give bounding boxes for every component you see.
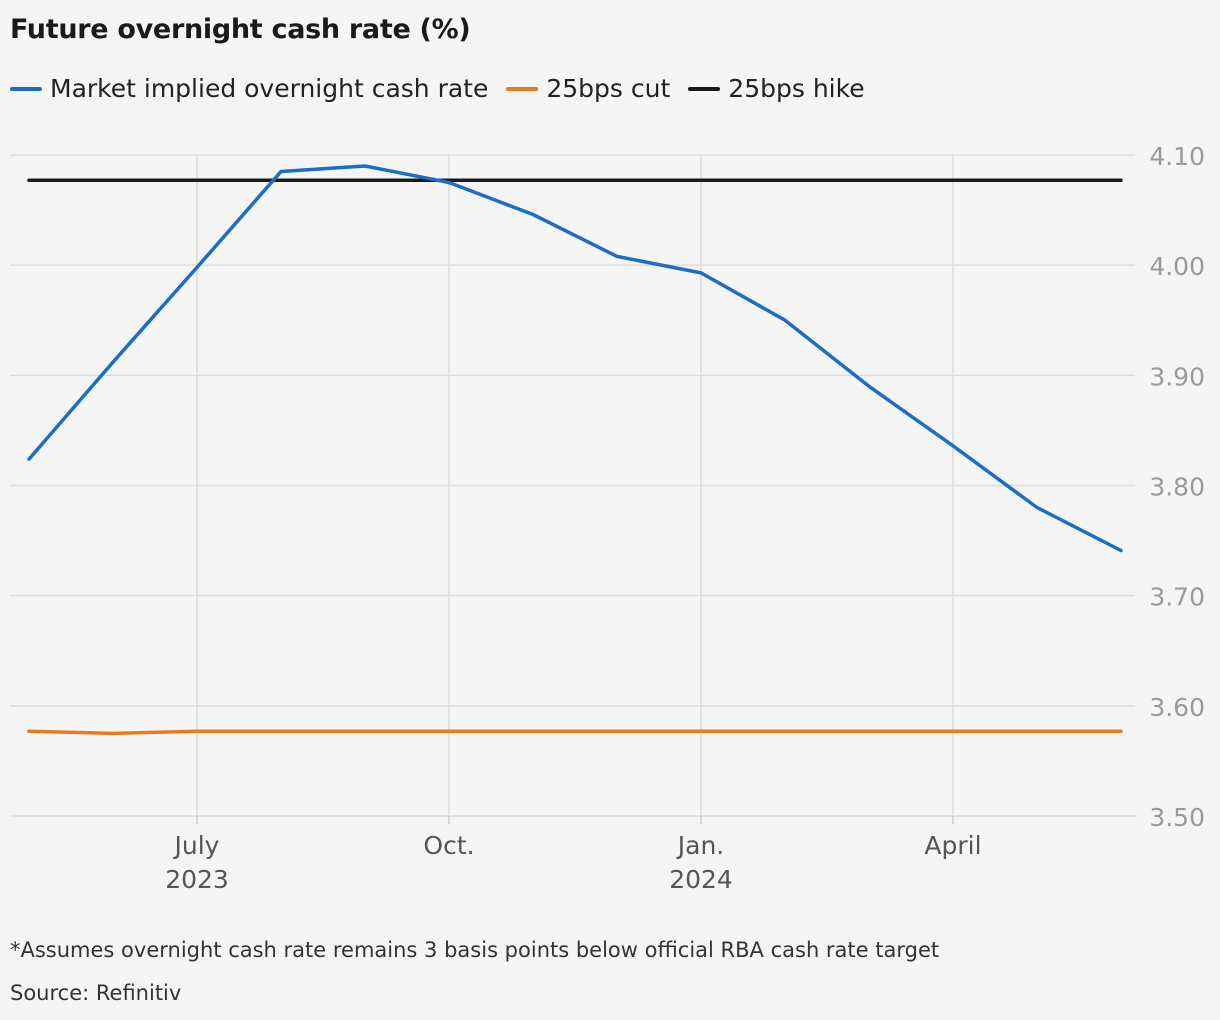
legend-label: 25bps hike [728,74,865,103]
x-tick-label: July [173,831,220,860]
legend-swatch [688,86,721,91]
x-tick-label: Oct. [423,831,474,860]
legend-label: 25bps cut [546,74,671,103]
legend-item: 25bps cut [506,74,670,103]
legend-item: Market implied overnight cash rate [10,74,488,103]
y-tick-label: 4.00 [1149,252,1205,281]
y-tick-label: 3.80 [1149,473,1205,502]
x-tick-sublabel: 2023 [165,865,229,894]
footnote: *Assumes overnight cash rate remains 3 b… [10,938,940,962]
y-tick-label: 3.70 [1149,583,1205,612]
x-tick-label: Jan. [676,831,724,860]
legend-label: Market implied overnight cash rate [50,74,489,103]
legend-item: 25bps hike [688,74,865,103]
legend-swatch [10,86,42,91]
legend-swatch [506,86,539,91]
y-tick-label: 3.60 [1149,693,1205,722]
y-tick-label: 3.50 [1149,803,1205,832]
source-note: Source: Refinitiv [10,981,182,1005]
series-line [27,729,1123,736]
chart-svg: 3.50 3.60 3.70 3.80 3.90 4.00 4.10 July 2023 Oct.… [10,142,1205,894]
x-tick-label: April [924,831,981,860]
series-line [27,164,1123,553]
y-tick-label: 3.90 [1149,362,1205,391]
x-tick-sublabel: 2024 [669,865,733,894]
legend: Market implied overnight cash rate 25bps … [10,74,883,103]
y-tick-label: 4.10 [1149,142,1205,171]
chart-title: Future overnight cash rate (%) [10,14,471,45]
